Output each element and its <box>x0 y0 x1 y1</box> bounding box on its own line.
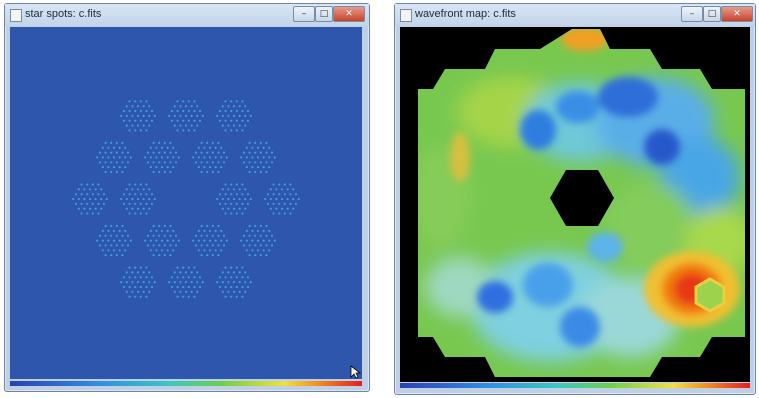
spots-pattern <box>72 100 300 298</box>
title-bar[interactable]: wavefront map: c.fits – □ ✕ <box>395 4 755 26</box>
minimize-button[interactable]: – <box>681 6 703 22</box>
minimize-icon: – <box>301 9 307 19</box>
mouse-cursor-icon <box>350 365 362 379</box>
maximize-button[interactable]: □ <box>315 6 333 22</box>
wavefront-map-graphic <box>418 29 745 377</box>
maximize-icon: □ <box>319 9 329 19</box>
window-title: wavefront map: c.fits <box>415 8 516 20</box>
close-icon: ✕ <box>345 9 353 19</box>
wavefront-map-window: wavefront map: c.fits – □ ✕ <box>394 3 756 395</box>
maximize-button[interactable]: □ <box>703 6 721 22</box>
window-app-icon <box>10 9 22 22</box>
colorbar <box>10 381 362 386</box>
title-bar[interactable]: star spots: c.fits – □ ✕ <box>5 4 369 26</box>
maximize-icon: □ <box>707 9 717 19</box>
close-icon: ✕ <box>733 9 741 19</box>
window-app-icon <box>400 9 412 22</box>
star-spots-image[interactable] <box>10 27 362 379</box>
close-button[interactable]: ✕ <box>721 6 753 22</box>
minimize-icon: – <box>689 9 695 19</box>
colorbar <box>400 383 750 388</box>
close-button[interactable]: ✕ <box>333 6 365 22</box>
wavefront-map-image[interactable] <box>400 27 750 382</box>
spot-clusters <box>72 100 300 298</box>
window-title: star spots: c.fits <box>25 8 102 20</box>
minimize-button[interactable]: – <box>293 6 315 22</box>
star-spots-window: star spots: c.fits – □ ✕ <box>4 3 370 392</box>
